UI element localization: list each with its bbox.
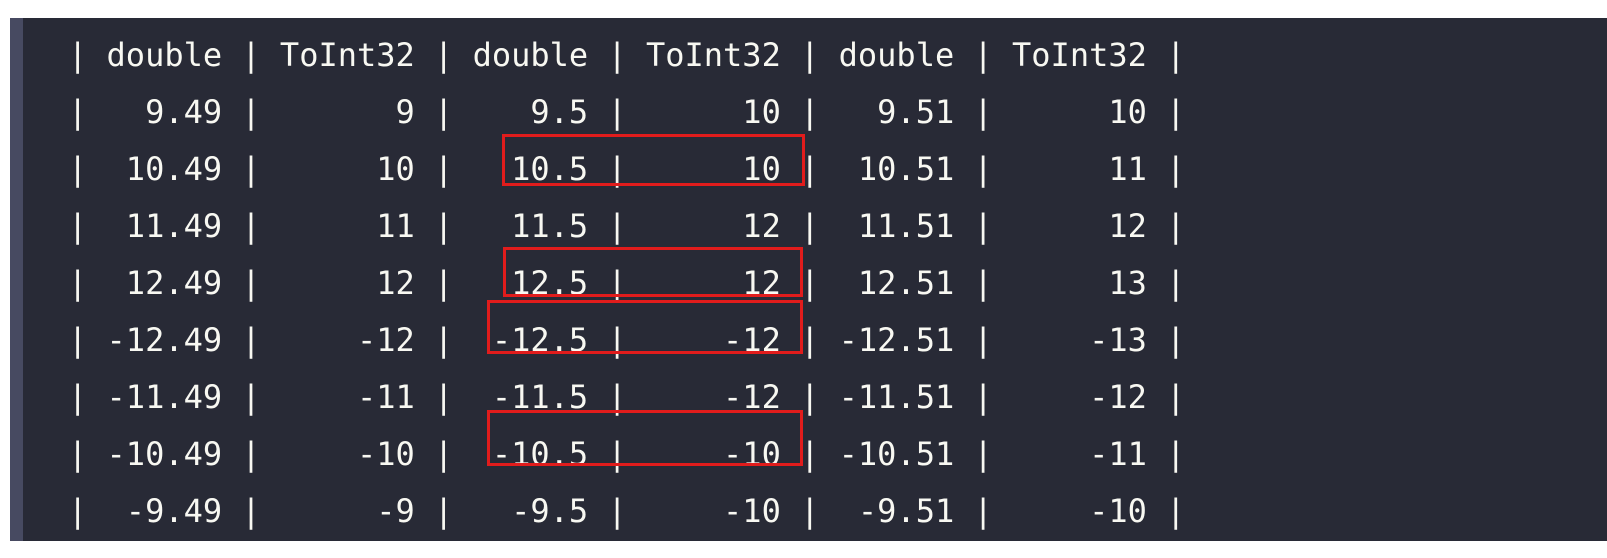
code-block: | double | ToInt32 | double | ToInt32 | … bbox=[10, 18, 1607, 541]
code-line: | -10.49 | -10 | -10.5 | -10 | -10.51 | … bbox=[68, 435, 1186, 473]
code-line: | 10.49 | 10 | 10.5 | 10 | 10.51 | 11 | bbox=[68, 150, 1186, 188]
code-line: | 9.49 | 9 | 9.5 | 10 | 9.51 | 10 | bbox=[68, 93, 1186, 131]
code-line: | 12.49 | 12 | 12.5 | 12 | 12.51 | 13 | bbox=[68, 264, 1186, 302]
code-line: | -9.49 | -9 | -9.5 | -10 | -9.51 | -10 … bbox=[68, 492, 1186, 530]
code-block-accent-bar bbox=[10, 18, 23, 541]
code-line-header: | double | ToInt32 | double | ToInt32 | … bbox=[68, 36, 1186, 74]
code-line: | 11.49 | 11 | 11.5 | 12 | 11.51 | 12 | bbox=[68, 207, 1186, 245]
code-text: | double | ToInt32 | double | ToInt32 | … bbox=[68, 27, 1185, 540]
code-line: | -11.49 | -11 | -11.5 | -12 | -11.51 | … bbox=[68, 378, 1186, 416]
code-line: | -12.49 | -12 | -12.5 | -12 | -12.51 | … bbox=[68, 321, 1186, 359]
